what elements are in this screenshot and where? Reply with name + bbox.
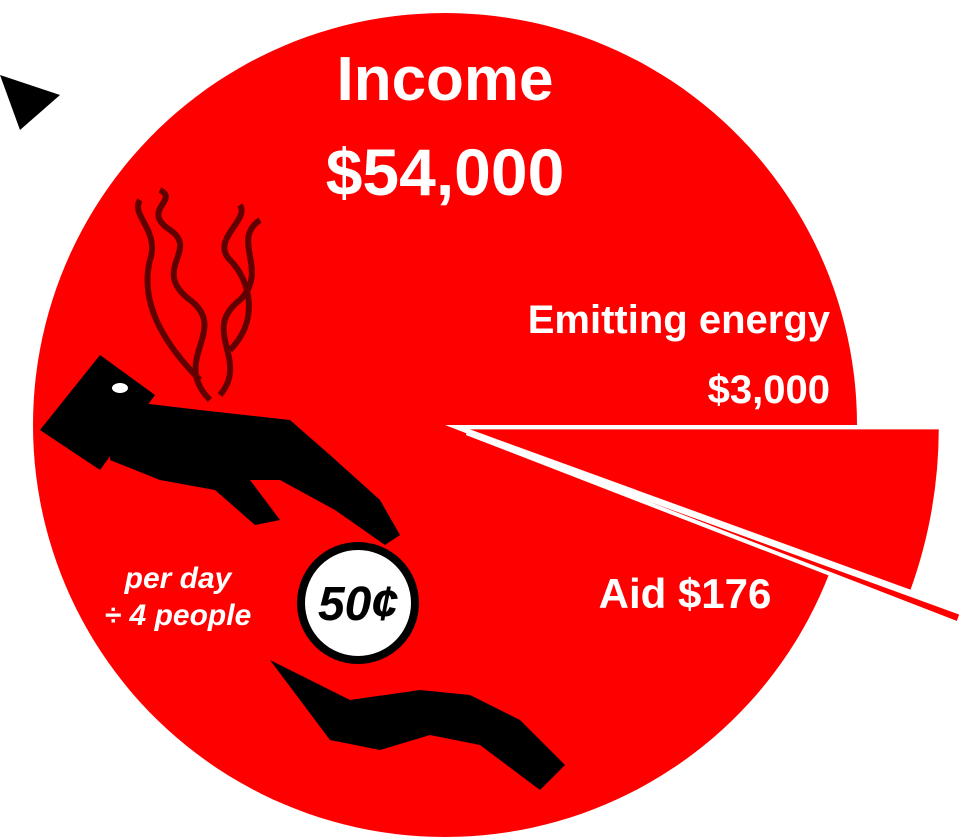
slice-label: Aid $176 [599,570,772,617]
cufflink-icon [112,383,128,393]
slice-label: Emitting energy [528,298,831,342]
annotation: ÷ 4 people [105,599,252,632]
chart-title: Income [336,45,553,114]
page: 50¢ Income $54,000 Emitting energy $3,00… [0,0,965,840]
coin-label: 50¢ [318,578,398,631]
chart: 50¢ Income $54,000 Emitting energy $3,00… [0,0,965,840]
annotation: per day [124,562,233,595]
total-label: $54,000 [326,135,565,209]
value-label: $176 [678,570,771,617]
arrow-icon [0,75,60,130]
slice-name: Aid [599,570,667,617]
value-label: $3,000 [708,368,830,412]
